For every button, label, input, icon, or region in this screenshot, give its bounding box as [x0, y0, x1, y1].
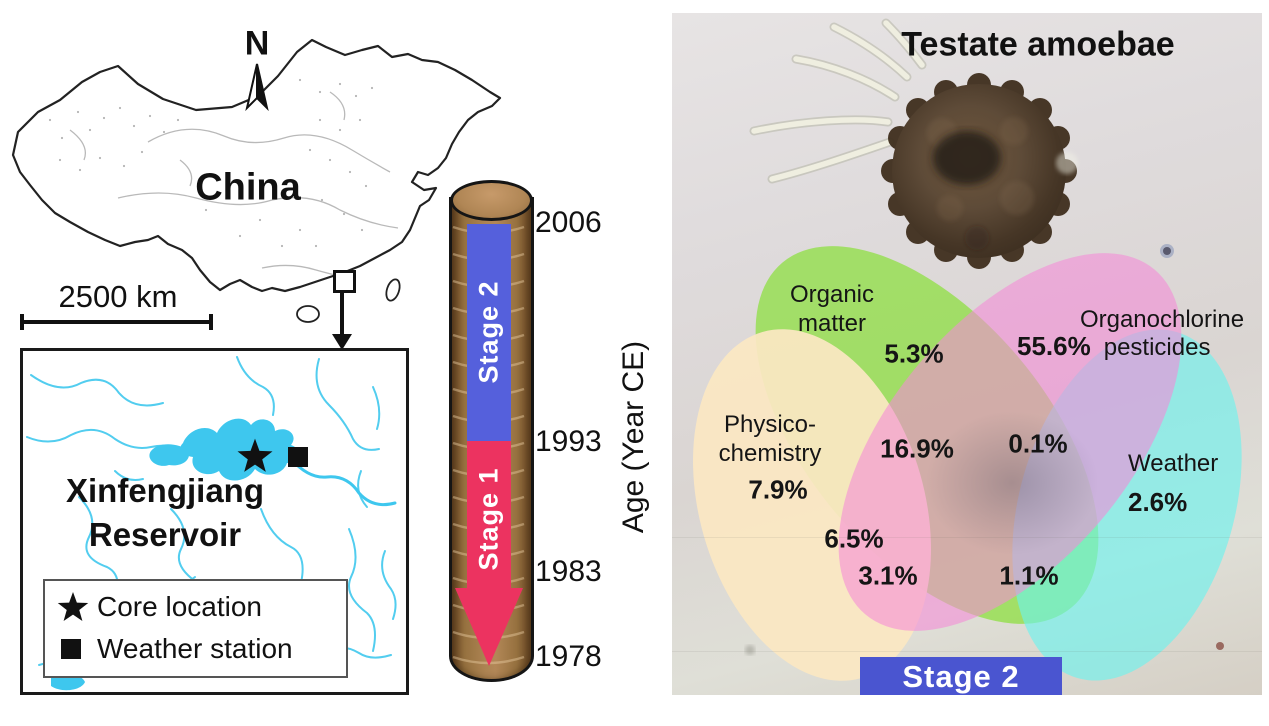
- panel-title: Testate amoebae: [901, 25, 1175, 64]
- north-label: N: [244, 24, 270, 63]
- inset-title-line2: Reservoir: [88, 516, 242, 553]
- core-year-2006: 2006: [535, 206, 602, 239]
- inset-map: Xinfengjiang Reservoir Core location Wea…: [20, 348, 409, 695]
- inset-extent-marker: [333, 270, 356, 293]
- square-icon: [61, 639, 81, 659]
- venn-label-weather: Weather: [1128, 450, 1219, 477]
- pseudopodia: [749, 18, 927, 184]
- venn-label-pesticides: pesticides: [1103, 334, 1211, 361]
- china-map: [11, 38, 502, 323]
- north-arrow-icon: [245, 63, 269, 112]
- organic-line2: matter: [797, 310, 867, 337]
- venn-label-organochlorine: Organochlorine: [1079, 306, 1245, 333]
- venn-center-shade: [892, 383, 1132, 583]
- venn-label-physico-chemistry: Physico- chemistry: [719, 410, 822, 468]
- inset-title: Xinfengjiang Reservoir: [66, 469, 264, 557]
- core-location-star: [237, 438, 273, 472]
- core-stage1-label: Stage 1: [473, 467, 504, 571]
- age-axis-label: Age (Year CE): [617, 340, 650, 534]
- core-year-1993: 1993: [535, 425, 602, 458]
- core-stage2-label: Stage 2: [473, 280, 504, 384]
- venn-value-physico-chemistry: 7.9%: [748, 474, 808, 505]
- photo-seam-line2: [672, 651, 1262, 652]
- testate-amoeba-image: [745, 18, 1224, 655]
- physico-line1: Physico-: [723, 411, 817, 438]
- china-terrain-stipple: [48, 78, 374, 248]
- venn-overlap-value-5: 1.1%: [999, 560, 1059, 591]
- organic-line1: Organic: [789, 281, 875, 308]
- core-top-cap: [450, 180, 533, 221]
- down-arrow-shaft: [340, 291, 344, 338]
- core-year-1983: 1983: [535, 555, 602, 588]
- down-arrow-icon: [332, 334, 352, 350]
- venn-overlap-value-3: 6.5%: [824, 523, 884, 554]
- venn-pesticides-row: 55.6% pesticides: [1017, 331, 1210, 362]
- shell-aperture: [933, 131, 1001, 185]
- china-outline: [11, 38, 502, 293]
- main-river: [289, 457, 397, 507]
- scale-bar-tick-left: [20, 314, 24, 330]
- legend-weather-station: Weather station: [97, 633, 293, 664]
- weather-station-square: [288, 447, 308, 467]
- legend-core-location: Core location: [97, 591, 262, 622]
- physico-line2: chemistry: [718, 440, 822, 467]
- venn-overlap-value-2: 0.1%: [1008, 428, 1068, 459]
- venn-caption-box: Stage 2: [860, 657, 1062, 695]
- scale-bar-label: 2500 km: [58, 279, 178, 314]
- scale-bar: [22, 320, 213, 324]
- taiwan-island: [385, 278, 401, 302]
- venn-label-organic-matter: Organic matter: [790, 280, 874, 338]
- venn-overlap-value-1: 16.9%: [880, 433, 954, 464]
- country-label: China: [195, 166, 301, 209]
- inset-title-line1: Xinfengjiang: [66, 472, 264, 509]
- reservoir-west-lobe: [149, 444, 190, 466]
- venn-value-organic-matter: 5.3%: [884, 338, 944, 369]
- venn-caption: Stage 2: [902, 659, 1020, 694]
- scale-bar-tick-right: [209, 314, 213, 330]
- venn-overlap-value-4: 3.1%: [858, 560, 918, 591]
- debris-specks: [745, 244, 1224, 655]
- core-stage1-bar: [467, 441, 511, 589]
- photo-seam-line: [672, 537, 1262, 538]
- micrograph-panel: Testate amoebae Organic matter 5.3% Orga…: [672, 13, 1262, 695]
- hainan-island: [296, 305, 320, 323]
- shell-highlight: [1056, 152, 1078, 174]
- map-legend: Core location Weather station: [43, 579, 348, 678]
- venn-value-weather: 2.6%: [1128, 487, 1188, 517]
- venn-value-organochlorine: 55.6%: [1017, 331, 1091, 361]
- china-interior-rivers: [69, 91, 399, 277]
- core-stage2-bar: [467, 224, 511, 441]
- reservoir-water: [180, 418, 299, 481]
- core-year-1978: 1978: [535, 640, 602, 673]
- star-icon: [57, 592, 89, 621]
